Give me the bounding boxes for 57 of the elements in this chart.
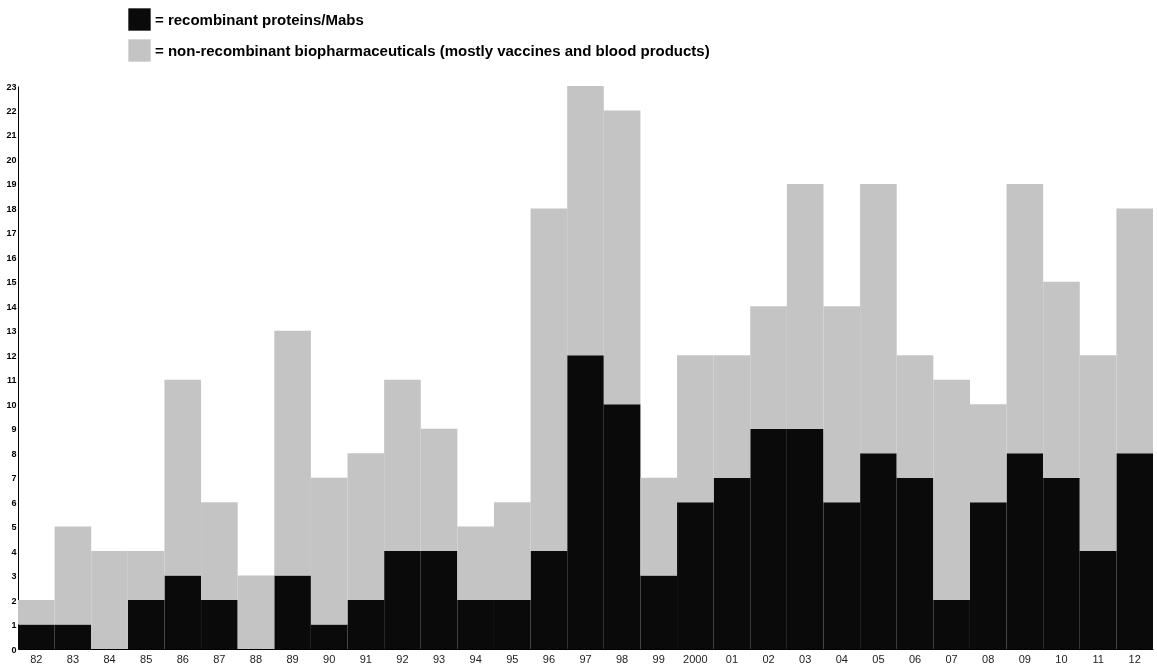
y-tick-label: 15 — [6, 277, 17, 288]
x-tick-label: 90 — [323, 652, 336, 665]
x-tick-label: 08 — [982, 652, 995, 665]
x-tick-label: 97 — [579, 652, 592, 665]
x-tick-label: 06 — [908, 652, 922, 665]
x-tick-label: 03 — [799, 652, 812, 665]
x-tick-label: 96 — [542, 652, 556, 665]
y-tick-label: 4 — [11, 546, 17, 557]
y-tick-label: 22 — [6, 105, 17, 116]
y-tick-label: 18 — [6, 203, 17, 214]
x-tick-label: 95 — [506, 652, 519, 665]
x-tick-label: 04 — [835, 652, 848, 665]
x-tick-label: 88 — [249, 652, 263, 665]
y-tick-label: 17 — [6, 228, 17, 239]
x-tick-label: 86 — [176, 652, 189, 665]
y-tick-label: 10 — [6, 399, 17, 410]
x-tick-label: 91 — [359, 652, 372, 665]
x-tick-label: 94 — [469, 652, 482, 665]
y-tick-label: 19 — [6, 179, 17, 190]
legend-label: = recombinant proteins/Mabs — [155, 10, 364, 28]
x-tick-label: 99 — [652, 652, 665, 665]
x-tick-label: 82 — [30, 652, 43, 665]
x-tick-label: 87 — [213, 652, 226, 665]
x-tick-label: 01 — [725, 652, 739, 665]
x-tick-label: 85 — [140, 652, 153, 665]
legend-label: = non-recombinant biopharmaceuticals (mostly vaccines and blood products) — [155, 41, 710, 59]
x-tick-label: 12 — [1128, 652, 1141, 665]
x-tick-label: 07 — [945, 652, 958, 665]
y-tick-label: 13 — [6, 326, 17, 337]
x-tick-label: 10 — [1055, 652, 1068, 665]
x-tick-label: 93 — [432, 652, 446, 665]
x-tick-label: 2000 — [683, 652, 708, 665]
x-tick-label: 11 — [1092, 652, 1104, 665]
y-tick-label: 8 — [11, 448, 17, 459]
x-tick-label: 89 — [286, 652, 299, 665]
y-tick-label: 1 — [11, 620, 17, 631]
x-tick-label: 84 — [103, 652, 116, 665]
x-tick-label: 92 — [396, 652, 409, 665]
y-tick-label: 3 — [11, 571, 17, 582]
y-tick-label: 21 — [6, 130, 17, 141]
x-tick-label: 98 — [615, 652, 629, 665]
y-tick-label: 16 — [6, 252, 17, 263]
x-tick-label: 83 — [66, 652, 80, 665]
y-tick-label: 14 — [6, 301, 17, 312]
x-tick-label: 09 — [1018, 652, 1031, 665]
y-tick-label: 12 — [6, 350, 17, 361]
x-tick-label: 05 — [872, 652, 885, 665]
y-tick-label: 23 — [6, 81, 17, 92]
y-tick-label: 0 — [11, 644, 17, 655]
y-tick-label: 9 — [11, 424, 17, 435]
x-tick-label: 02 — [762, 652, 775, 665]
y-tick-label: 20 — [6, 154, 17, 165]
y-tick-label: 6 — [11, 497, 17, 508]
y-tick-label: 2 — [11, 595, 17, 606]
y-tick-label: 5 — [11, 522, 17, 533]
y-tick-label: 7 — [11, 473, 17, 484]
y-tick-label: 11 — [6, 375, 17, 386]
